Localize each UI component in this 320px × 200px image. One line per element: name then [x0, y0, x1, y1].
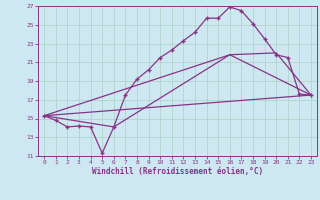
X-axis label: Windchill (Refroidissement éolien,°C): Windchill (Refroidissement éolien,°C) — [92, 167, 263, 176]
